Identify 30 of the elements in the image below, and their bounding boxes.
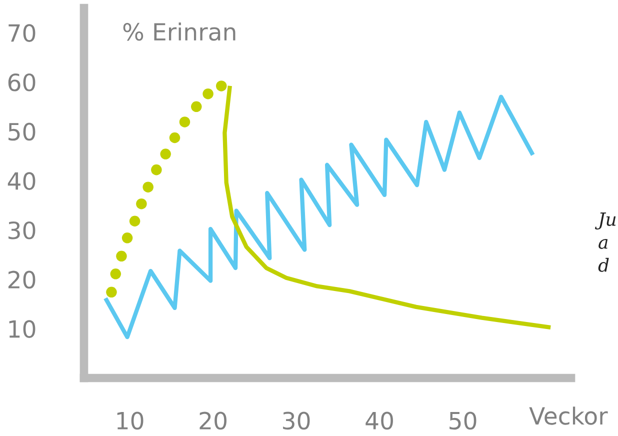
point (136, 198, 147, 210)
line-series (104, 94, 534, 340)
x-tick-label: 10 (117, 412, 144, 430)
y-tick-label: 60 (8, 73, 36, 92)
x-tick-label: 40 (366, 412, 393, 430)
y-tick-label: 70 (8, 24, 36, 42)
point (169, 132, 180, 144)
text: Ju a d (594, 212, 616, 272)
point (216, 80, 227, 92)
y-tick-label: 20 (8, 270, 36, 289)
point (191, 101, 202, 112)
y-axis-title: % Erinran (123, 22, 236, 41)
y-tick-label: 50 (8, 122, 36, 141)
point (116, 250, 127, 262)
point (110, 268, 122, 280)
x-tick-label: 50 (450, 412, 476, 430)
point (106, 286, 117, 298)
point (179, 116, 190, 128)
y-tick-label: 40 (8, 172, 36, 190)
point (129, 216, 140, 226)
x-tick-label: 30 (283, 412, 310, 430)
x-tick-label: 20 (200, 412, 226, 430)
x-axis-title: Veckor (529, 406, 608, 425)
point (122, 232, 133, 244)
point (151, 164, 162, 176)
y-tick-label: 30 (8, 221, 36, 240)
point (142, 182, 154, 192)
point (160, 148, 171, 160)
point (202, 88, 214, 100)
y-tick-label: 10 (9, 320, 36, 338)
